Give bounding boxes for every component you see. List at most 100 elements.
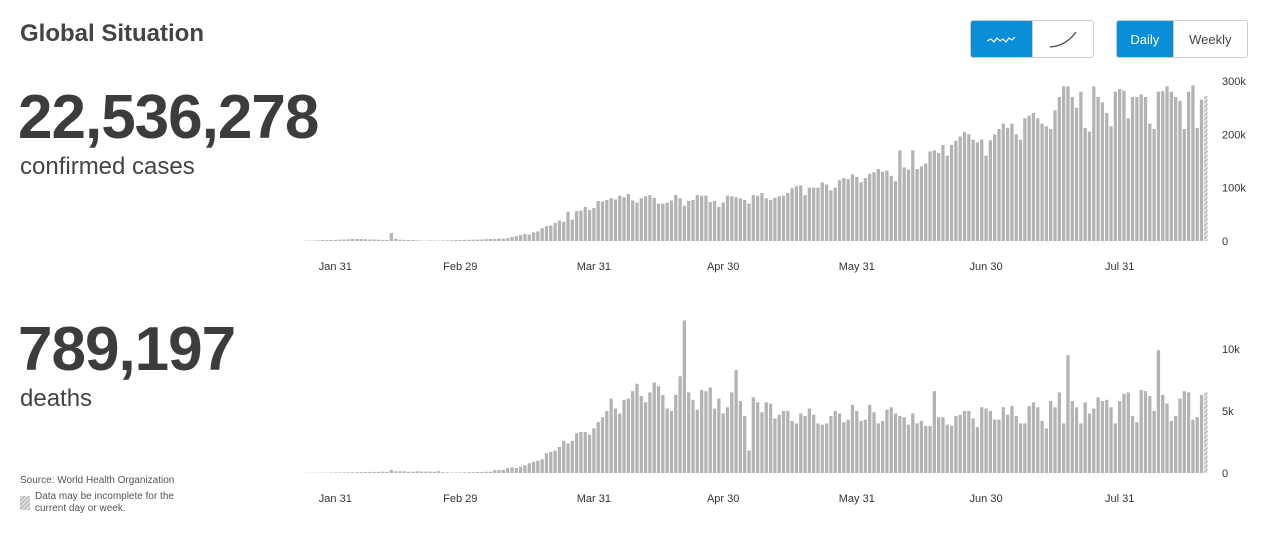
bar [1130,415,1135,473]
bar [756,402,760,473]
bar [902,167,906,241]
bar [575,211,579,241]
bar [1040,123,1044,241]
x-tick-label: Jan 31 [319,261,352,273]
bar [652,382,656,473]
bar [531,232,536,241]
bar [428,240,432,241]
bar [613,199,618,241]
bar [993,134,997,241]
bar [471,472,475,473]
bar [924,425,928,473]
bar [924,163,928,241]
bar [816,187,820,241]
bar [566,211,570,241]
bars-icon [986,36,1016,43]
x-tick-label: May 31 [839,261,875,273]
bar [717,206,721,241]
bar [579,210,583,241]
bar [846,419,850,473]
bar [855,411,859,473]
bar [786,193,790,241]
bar [484,471,488,473]
bar [751,195,755,241]
bar [1143,391,1148,473]
bar [820,424,824,473]
bar [467,239,471,241]
bar [850,174,855,241]
y-tick-label: 200k [1222,129,1246,141]
weekly-button[interactable]: Weekly [1172,21,1247,57]
bar [462,239,467,241]
bar [708,387,712,473]
bar [756,195,760,241]
bar [316,240,320,241]
bar [506,238,510,241]
bar [1005,414,1010,473]
bar [1152,411,1156,473]
bar [704,195,708,241]
bar [398,471,402,473]
bar [949,145,954,241]
bar [488,238,493,241]
bar [493,470,497,473]
bar [605,199,609,241]
bar [941,145,945,241]
bar [898,415,902,473]
x-tick-label: Apr 30 [707,261,739,273]
bar [643,402,648,473]
bar [747,203,751,241]
bar [704,391,708,473]
bar [424,471,428,473]
bar [368,471,372,473]
bar [1182,129,1186,241]
bar [799,185,803,241]
bar [941,417,945,473]
bar [458,239,462,241]
bar [596,422,600,473]
bar [824,423,829,473]
bar [1174,415,1178,473]
bar [631,200,635,241]
bar [1087,131,1092,241]
bar [988,140,993,241]
bar [695,195,699,241]
bar [661,394,665,473]
bar [1199,99,1204,242]
bar [837,413,842,473]
bar [1001,123,1005,241]
bar [635,383,639,473]
bar [523,465,527,473]
bar [368,239,372,241]
bar [777,414,781,473]
bar [928,151,932,241]
bar [880,171,885,241]
cumulative-button[interactable] [1031,21,1093,57]
bar [678,198,682,241]
bar [674,394,678,473]
bar [587,434,592,473]
bar [493,239,497,241]
bar [962,132,967,241]
bar [376,239,381,241]
bar [411,471,415,473]
bar [1049,129,1053,241]
bar [734,370,738,473]
bar [363,239,368,241]
bar [799,413,803,473]
bar [518,466,523,473]
bar [699,195,704,241]
bar [699,389,704,473]
deaths-total: 789,197 [18,315,236,384]
linear-button[interactable] [971,21,1032,57]
daily-button[interactable]: Daily [1117,21,1173,57]
bar [812,414,816,473]
bar [1122,393,1126,473]
bar [1135,422,1139,473]
bar [622,399,626,473]
bar [829,190,833,241]
x-tick-label: Mar 31 [577,493,611,505]
bar [450,240,454,241]
